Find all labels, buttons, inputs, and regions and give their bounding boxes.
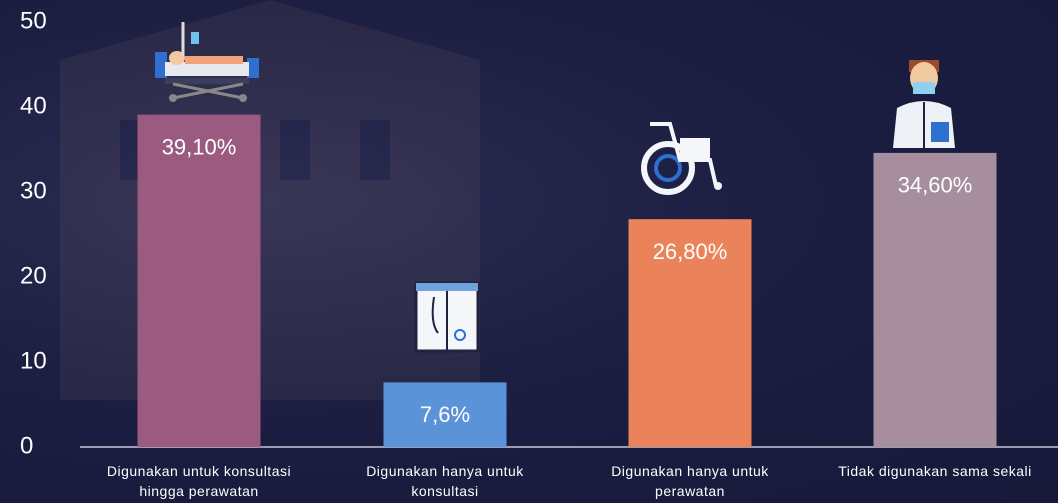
y-tick-label: 30 xyxy=(20,177,47,204)
y-tick-label: 50 xyxy=(20,7,47,34)
bar xyxy=(873,152,997,447)
value-label: 26,80% xyxy=(653,239,728,264)
y-tick-label: 0 xyxy=(20,432,33,459)
wheelchair-icon xyxy=(641,122,722,195)
bar xyxy=(628,219,752,447)
value-label: 7,6% xyxy=(420,402,470,427)
x-tick-label: Digunakan hanya untuk konsultasi xyxy=(366,463,524,499)
y-tick-label: 40 xyxy=(20,92,47,119)
y-tick-label: 20 xyxy=(20,262,47,289)
background-building xyxy=(60,0,480,400)
x-tick-label: Digunakan untuk konsultasi hingga perawa… xyxy=(106,463,292,499)
x-tick-label: Tidak digunakan sama sekali xyxy=(838,463,1032,479)
bar xyxy=(137,114,261,448)
value-label: 39,10% xyxy=(162,134,237,159)
doctor-coat-icon xyxy=(414,281,480,353)
bed-icon xyxy=(155,22,259,102)
bar xyxy=(383,382,507,447)
y-tick-label: 10 xyxy=(20,347,47,374)
value-label: 34,60% xyxy=(898,173,973,198)
x-tick-label: Digunakan hanya untuk perawatan xyxy=(611,463,769,499)
doctor-icon xyxy=(893,60,955,148)
